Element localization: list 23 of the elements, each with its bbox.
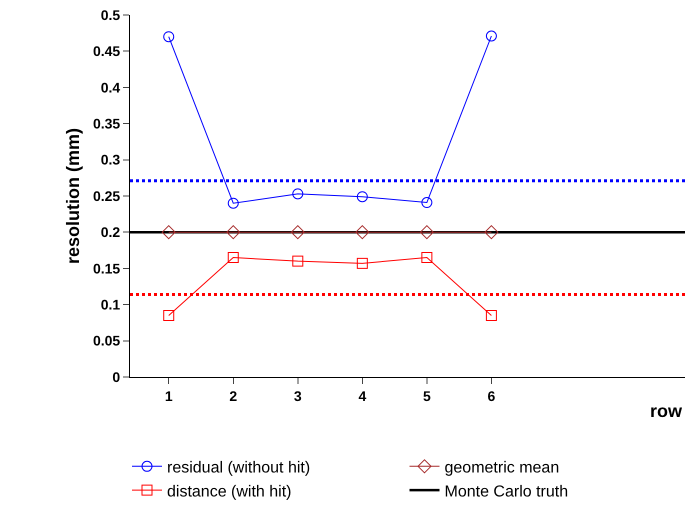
legend-label: residual (without hit) — [167, 460, 310, 477]
legend-label: Monte Carlo truth — [444, 483, 568, 500]
x-tick-label: 3 — [294, 388, 302, 404]
y-tick-label: 0.3 — [100, 152, 120, 168]
legend-label: distance (with hit) — [167, 483, 292, 500]
y-tick-label: 0.5 — [100, 6, 120, 23]
legend-label: geometric mean — [444, 460, 560, 477]
x-tick-label: 5 — [422, 388, 431, 404]
y-tick-label: 0.05 — [92, 332, 120, 349]
y-tick-label: 0.15 — [92, 260, 120, 276]
x-tick-label: 6 — [488, 388, 496, 404]
x-tick-label: 4 — [358, 388, 366, 404]
x-tick-label: 2 — [229, 388, 238, 404]
y-tick-label: 0.4 — [100, 79, 120, 96]
y-tick-label: 0.1 — [100, 296, 120, 312]
y-tick-label: 0 — [112, 368, 120, 385]
y-tick-label: 0.2 — [100, 224, 120, 240]
y-tick-label: 0.25 — [92, 188, 120, 204]
y-axis-title: resolution (mm) — [63, 128, 84, 264]
y-tick-label: 0.35 — [92, 116, 120, 132]
y-tick-label: 0.45 — [92, 43, 120, 60]
x-axis-title: row — [650, 401, 683, 421]
x-tick-label: 1 — [164, 388, 173, 404]
